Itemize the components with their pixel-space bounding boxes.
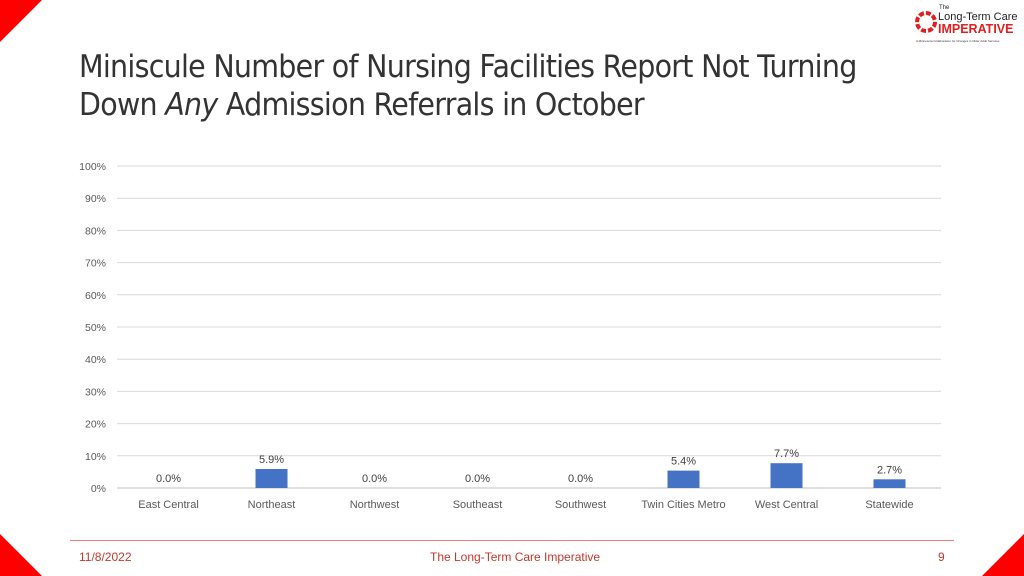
x-tick-label: East Central (138, 499, 199, 511)
data-label: 5.4% (671, 456, 696, 468)
bar (770, 463, 803, 488)
y-tick-label: 10% (85, 451, 106, 463)
x-tick-label: Statewide (865, 499, 913, 511)
y-tick-label: 100% (79, 161, 106, 173)
x-tick-label: Northwest (350, 499, 400, 511)
logo-mark-icon (915, 11, 937, 33)
bar (873, 479, 906, 488)
corner-triangle-bottom-left (0, 534, 42, 576)
slide-title: Miniscule Number of Nursing Facilities R… (79, 48, 857, 124)
y-tick-label: 80% (85, 225, 106, 237)
data-label: 0.0% (568, 473, 593, 485)
bar (255, 469, 288, 488)
logo: The Long-Term Care IMPERATIVE A Minnesot… (915, 5, 1017, 43)
corner-triangle-bottom-right (982, 534, 1024, 576)
logo-line2: IMPERATIVE (938, 22, 1013, 36)
y-tick-label: 20% (85, 419, 106, 431)
data-label: 0.0% (465, 473, 490, 485)
footer-date: 11/8/2022 (79, 550, 132, 564)
title-prefix: Down (79, 87, 166, 123)
footer-title: The Long-Term Care Imperative (430, 550, 601, 564)
y-tick-label: 50% (85, 322, 106, 334)
title-line-2: Down Any Admission Referrals in October (79, 86, 857, 124)
data-label: 7.7% (774, 448, 799, 460)
y-tick-label: 0% (91, 483, 106, 495)
title-emphasis: Any (165, 87, 218, 123)
data-label: 0.0% (362, 473, 387, 485)
x-tick-label: Southeast (453, 499, 503, 511)
x-tick-label: Twin Cities Metro (641, 499, 725, 511)
logo-line1: Long-Term Care (938, 11, 1017, 23)
x-tick-label: Northeast (248, 499, 296, 511)
footer-divider (70, 540, 954, 541)
y-tick-label: 90% (85, 193, 106, 205)
y-tick-label: 70% (85, 258, 106, 270)
data-label: 5.9% (259, 454, 284, 466)
corner-triangle-top-left (0, 0, 42, 42)
data-label: 2.7% (877, 464, 902, 476)
page-number: 9 (938, 550, 945, 564)
bar (667, 470, 700, 488)
x-tick-label: West Central (755, 499, 818, 511)
x-tick-label: Southwest (555, 499, 606, 511)
title-suffix: Admission Referrals in October (217, 87, 645, 123)
logo-tagline: A Minnesota Collaboration for Changes in… (916, 39, 1000, 43)
y-tick-label: 40% (85, 354, 106, 366)
data-label: 0.0% (156, 473, 181, 485)
y-tick-label: 60% (85, 290, 106, 302)
y-tick-label: 30% (85, 386, 106, 398)
title-line-1: Miniscule Number of Nursing Facilities R… (79, 49, 857, 85)
logo-the: The (939, 5, 950, 11)
